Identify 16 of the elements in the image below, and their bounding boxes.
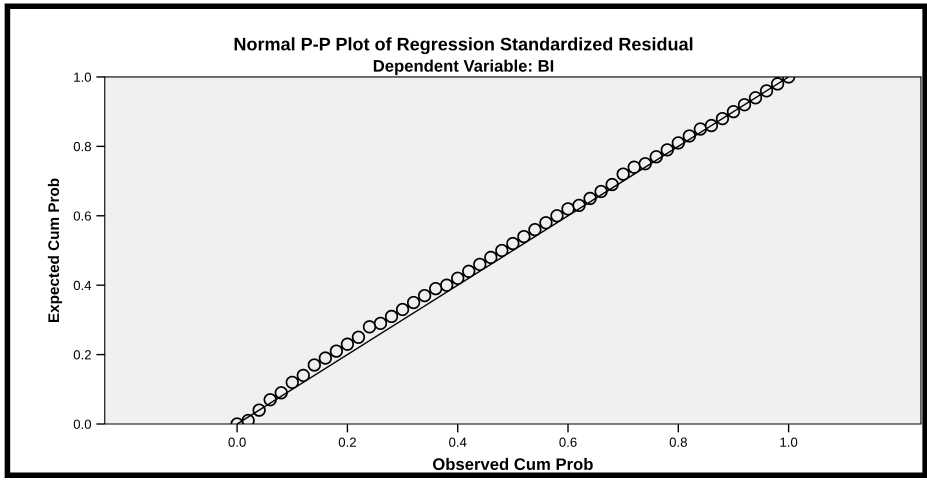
x-tick-label: 0.8	[670, 438, 687, 447]
chart-title: Normal P-P Plot of Regression Standardized Residual	[234, 37, 692, 54]
chart-subtitle: Dependent Variable: BI	[374, 60, 554, 76]
x-tick-label: 0.2	[338, 438, 356, 447]
y-tick-label: 0.4	[74, 280, 92, 290]
y-tick-label: 0.0	[74, 420, 92, 429]
x-tick-label: 0.0	[228, 438, 246, 447]
y-axis-title: Expected Cum Prob	[48, 178, 62, 322]
y-tick-label: 1.0	[74, 72, 92, 82]
x-tick-label: 0.6	[559, 438, 577, 447]
x-tick-label: 0.4	[449, 438, 466, 447]
y-tick-label: 0.6	[74, 211, 91, 221]
x-tick-label: 1.0	[780, 438, 798, 447]
y-tick-label: 0.2	[74, 350, 91, 360]
x-axis-title: Observed Cum Prob	[432, 458, 593, 470]
y-tick-label: 0.8	[74, 142, 91, 152]
